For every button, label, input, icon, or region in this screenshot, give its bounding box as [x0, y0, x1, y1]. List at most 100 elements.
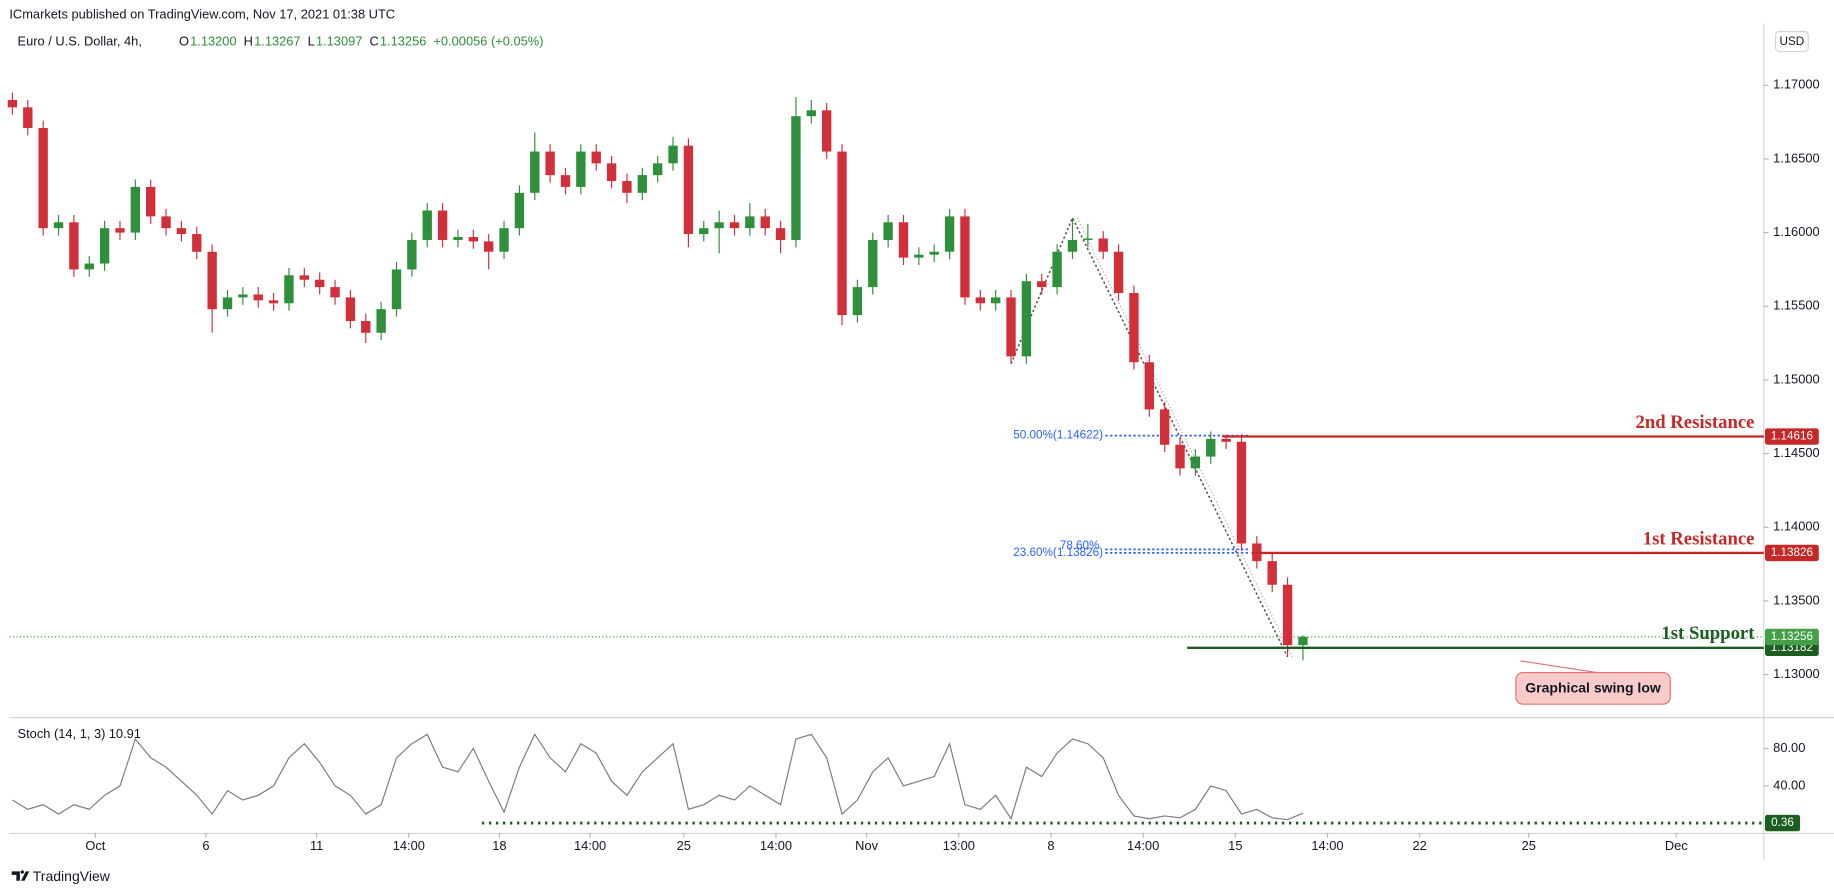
candle-body — [1098, 238, 1108, 252]
candle-body — [745, 216, 755, 229]
candle-body — [914, 254, 924, 258]
candle-body — [1159, 409, 1170, 445]
candle-body — [821, 110, 832, 152]
level-label: 1.13826 — [1771, 546, 1813, 559]
candle-body — [1221, 438, 1231, 442]
change: +0.00056 (+0.05%) — [433, 34, 543, 49]
ohlc-label: L — [308, 34, 315, 49]
y-tick-label: 1.14000 — [1773, 519, 1819, 534]
candle-body — [161, 216, 171, 229]
swing-line-thin — [1076, 217, 1293, 658]
candle-body — [514, 192, 525, 229]
candle-body — [38, 127, 48, 229]
candle-body — [653, 163, 663, 176]
swing-line — [1010, 216, 1289, 658]
ohlc-value: 1.13267 — [254, 34, 300, 49]
ohlc-label: O — [179, 34, 189, 49]
fib-label: 50.00%(1.14622) — [1013, 429, 1103, 442]
candle-body — [760, 216, 770, 229]
candle-body — [1144, 362, 1154, 410]
candle-body — [146, 186, 156, 217]
candle-body — [775, 228, 786, 240]
candle-body — [883, 222, 893, 240]
candle-body — [484, 241, 494, 252]
price-label-box — [1764, 628, 1819, 646]
candle-body — [453, 237, 463, 240]
ohlc-value: 1.13200 — [190, 34, 236, 49]
x-tick-label: 6 — [202, 838, 209, 853]
candle-body — [130, 186, 141, 233]
stoch-reference-box — [1764, 814, 1801, 832]
candle-body — [868, 239, 878, 288]
candle-body — [837, 151, 847, 316]
candle-body — [898, 222, 909, 258]
candle-body — [960, 216, 970, 298]
x-tick-label: 25 — [1522, 838, 1536, 853]
candle-body — [944, 216, 955, 252]
candle-body — [683, 145, 694, 235]
candle-body — [1236, 441, 1247, 544]
currency-box — [1774, 31, 1809, 53]
y-tick-label: 1.13500 — [1773, 592, 1819, 607]
y-tick-label: 1.16500 — [1773, 150, 1819, 165]
level-name: 1st Support — [1661, 623, 1755, 644]
candle-body — [53, 222, 64, 229]
candle-body — [1298, 636, 1308, 646]
fib-label: 78.60% — [1060, 539, 1100, 552]
candle-body — [1037, 281, 1047, 288]
candle-body — [315, 279, 325, 288]
candle-body — [23, 107, 33, 128]
y-tick-label: 1.17000 — [1773, 77, 1819, 92]
indicator-value: 10.91 — [109, 726, 141, 741]
candle-body — [207, 251, 217, 310]
candle-body — [1267, 561, 1277, 585]
annotation-box — [1515, 671, 1671, 705]
ohlc-value: 1.13256 — [380, 34, 426, 49]
candle-body — [69, 222, 79, 270]
candle-body — [238, 294, 248, 298]
candle-body — [545, 151, 555, 176]
stoch-line — [12, 733, 1304, 821]
ohlc-label: H — [244, 34, 253, 49]
candle-body — [1052, 251, 1062, 288]
stoch-reference-label: 0.36 — [1771, 816, 1794, 829]
candle-body — [222, 297, 233, 310]
candle-body — [1021, 281, 1032, 357]
candle-body — [1129, 292, 1139, 363]
candle-body — [530, 151, 540, 193]
candle-body — [376, 309, 386, 333]
annotation: Graphical swing low — [1525, 680, 1661, 696]
candle-body — [1206, 438, 1216, 457]
x-tick-label: 15 — [1228, 838, 1242, 853]
candle-body — [929, 251, 939, 255]
ohlc-value: 1.13097 — [316, 34, 362, 49]
y-tick-label: 1.14500 — [1773, 445, 1819, 460]
candle-body — [806, 110, 816, 117]
y-tick-label: 1.15000 — [1773, 371, 1819, 386]
candle-body — [1083, 238, 1093, 240]
level-label-box — [1764, 544, 1819, 562]
candle-body — [115, 228, 125, 233]
candle-body — [468, 237, 479, 242]
chart-title: Euro / U.S. Dollar, 4h, — [18, 34, 142, 49]
candle-body — [407, 239, 417, 270]
candle-body — [1190, 456, 1201, 469]
candle-body — [1006, 297, 1016, 357]
candle-body — [637, 175, 647, 193]
footer-logo — [11, 870, 30, 881]
candle-body — [852, 287, 863, 316]
x-tick-label: 14:00 — [574, 838, 606, 853]
candle-body — [361, 320, 371, 333]
candle-body — [560, 175, 571, 187]
candle-body — [714, 222, 724, 229]
candle-body — [437, 210, 448, 240]
x-tick-label: 11 — [310, 838, 323, 853]
candle-body — [1067, 239, 1078, 252]
x-tick-label: 14:00 — [393, 838, 425, 853]
stoch-tick-label: 40.00 — [1773, 777, 1805, 792]
candle-body — [299, 275, 310, 280]
level-label: 1.14616 — [1771, 430, 1813, 443]
